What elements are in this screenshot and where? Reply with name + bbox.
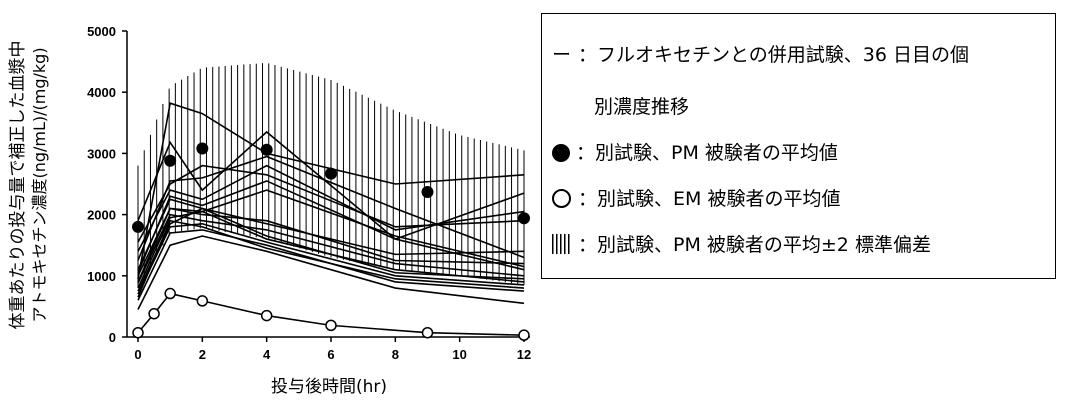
y-tick-label: 5000	[87, 24, 116, 39]
legend-item-sd-band: ：別試験、PM 被験者の平均±2 標準偏差	[552, 234, 931, 256]
y-axis-label-line1: 体重あたりの投与量で補正した血漿中	[8, 41, 28, 330]
y-tick-label: 1000	[87, 269, 116, 284]
mean-markers	[132, 142, 530, 341]
x-tick-label: 0	[134, 347, 141, 362]
pm-mean-point	[132, 220, 144, 233]
individual-line	[137, 164, 525, 252]
y-tick-label: 2000	[87, 208, 116, 223]
legend-item-sd-band-label: ：別試験、PM 被験者の平均±2 標準偏差	[578, 234, 931, 256]
em-mean-point	[196, 295, 209, 307]
individual-line	[137, 207, 525, 277]
individual-line	[137, 180, 525, 274]
y-axis-label-line2: アトモキセチン濃度(ng/mL)/(mg/kg)	[30, 47, 49, 322]
legend-item-individual-cont: 別濃度推移	[594, 96, 690, 118]
individual-line	[137, 155, 525, 261]
individual-line	[137, 229, 525, 301]
x-tick-label: 2	[199, 347, 206, 362]
em-mean-point	[325, 319, 337, 332]
filled-circle-icon	[552, 144, 570, 162]
legend-item-pm-mean-label: ：別試験、PM 被験者の平均値	[576, 142, 838, 164]
legend-item-pm-mean: ：別試験、PM 被験者の平均値	[552, 142, 838, 164]
y-tick-label: 3000	[87, 146, 116, 161]
open-circle-icon	[552, 189, 571, 208]
y-tick-label: 4000	[87, 85, 116, 100]
individual-line	[137, 198, 525, 271]
em-mean-point	[421, 326, 434, 339]
em-mean-point	[148, 307, 160, 320]
em-mean-point	[132, 326, 144, 339]
individual-line	[137, 222, 525, 295]
dash-symbol: ー	[552, 44, 572, 66]
individual-lines	[137, 102, 525, 310]
pm-mean-point	[518, 212, 530, 225]
legend: ー ：フルオキセチンとの併用試験、36 日目の個 別濃度推移 ：別試験、PM 被験…	[541, 13, 1056, 279]
x-axis-label: 投与後時間(hr)	[271, 377, 387, 397]
chart-area: 0 2 4 6 8 10 12 0 1000 2000 3000 4000 5000 投与後時間(hr)…	[8, 24, 531, 397]
individual-line	[137, 102, 525, 280]
individual-line	[137, 235, 525, 310]
axes	[126, 31, 530, 338]
em-mean-point	[260, 309, 273, 322]
y-tick-label: 0	[109, 330, 116, 345]
pm-mean-point	[196, 142, 209, 155]
legend-item-individual-label: ：フルオキセチンとの併用試験、36 日目の個	[578, 44, 970, 66]
pm-mean-point	[421, 185, 434, 198]
individual-line	[137, 210, 525, 289]
legend-item-em-mean: ：別試験、EM 被験者の平均値	[552, 188, 840, 210]
pm-mean-point	[164, 154, 177, 167]
x-tick-label: 6	[327, 347, 334, 362]
x-tick-label: 8	[392, 347, 399, 362]
em-mean-point	[518, 329, 530, 341]
x-tick-label: 12	[517, 347, 531, 362]
legend-item-individual: ー ：フルオキセチンとの併用試験、36 日目の個	[552, 44, 969, 66]
x-tick-label: 10	[452, 347, 466, 362]
pm-mean-point	[325, 167, 337, 180]
legend-item-em-mean-label: ：別試験、EM 被験者の平均値	[578, 188, 841, 210]
em-mean-point	[164, 287, 176, 300]
x-tick-label: 4	[263, 347, 271, 362]
tick-labels: 0 2 4 6 8 10 12 0 1000 2000 3000 4000 5000	[87, 24, 531, 362]
vertical-bars-icon	[552, 234, 572, 254]
pm-mean-point	[260, 143, 273, 156]
individual-line	[137, 130, 525, 240]
